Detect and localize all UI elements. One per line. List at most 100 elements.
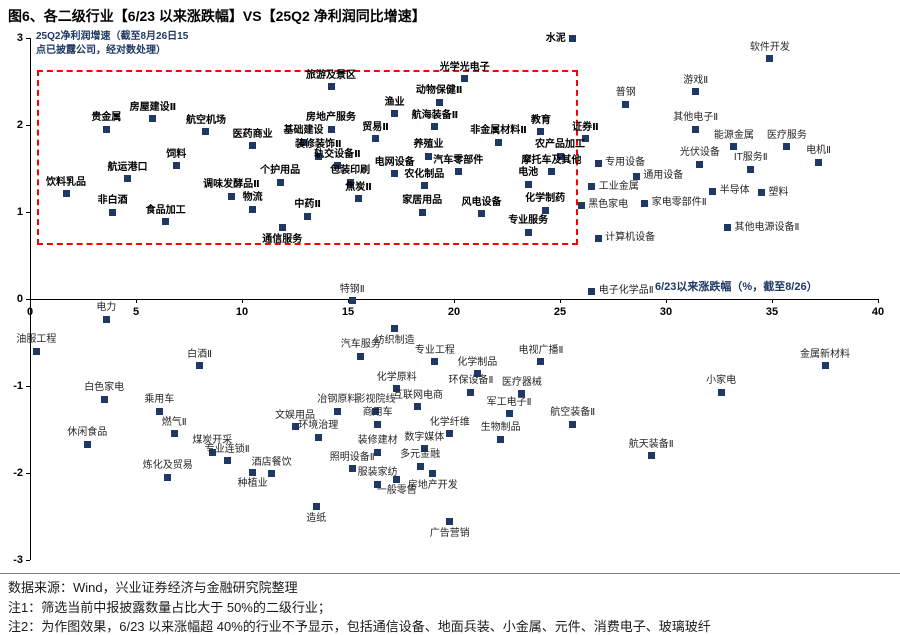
data-point-marker [821, 362, 829, 370]
data-point-label: 黑色家电 [588, 199, 629, 211]
data-point-label: 其他电子Ⅱ [673, 112, 719, 124]
y-tick-label: -1 [13, 380, 23, 392]
data-point-label: 休闲食品 [67, 427, 108, 439]
data-point-label: 环保设备Ⅱ [448, 375, 494, 387]
data-point-label: 物流 [242, 192, 263, 204]
data-point-label: 汽车零部件 [433, 154, 484, 166]
data-point-label: 焦炭Ⅱ [345, 181, 372, 193]
data-point-marker [393, 385, 401, 393]
x-tick-mark [30, 299, 31, 303]
data-point-marker [276, 178, 284, 186]
data-point-marker [766, 55, 774, 63]
data-point-label: 专业连锁Ⅱ [204, 443, 250, 455]
data-point-label: 家电零部件Ⅱ [651, 197, 707, 209]
data-point-marker [249, 142, 257, 150]
data-point-label: 多元金融 [400, 449, 441, 461]
data-point-label: 其他电源设备Ⅱ [734, 221, 800, 233]
data-point-label: 汽车服务 [340, 339, 381, 351]
data-point-marker [32, 347, 40, 355]
data-point-label: 造纸 [306, 512, 327, 524]
data-point-marker [446, 430, 454, 438]
y-tick-mark [26, 386, 30, 387]
data-point-label: 一般零售 [376, 485, 417, 497]
data-point-marker [537, 128, 545, 136]
data-point-label: 计算机设备 [605, 232, 656, 244]
data-point-marker [541, 206, 549, 214]
data-point-label: 航海装备Ⅱ [411, 109, 459, 121]
data-point-label: 调味发酵品Ⅱ [203, 179, 260, 191]
x-tick-mark [348, 299, 349, 303]
data-point-label: 冶钢原料 [317, 394, 358, 406]
data-point-marker [594, 159, 602, 167]
data-point-marker [548, 168, 556, 176]
data-point-label: 能源金属 [713, 129, 754, 141]
data-point-marker [374, 448, 382, 456]
data-point-marker [249, 205, 257, 213]
x-tick-label: 15 [341, 306, 355, 318]
data-point-label: 普钢 [615, 87, 636, 99]
data-point-marker [62, 190, 70, 198]
data-point-marker [327, 125, 335, 133]
y-axis-title: 25Q2净利润增速（截至8月26日15 点已披露公司，经对数处理） [36, 30, 226, 58]
data-point-label: 农化制品 [404, 168, 445, 180]
data-point-label: 化学纤维 [429, 416, 470, 428]
data-point-label: 基础建设 [283, 125, 324, 137]
data-point-label: 专业服务 [508, 215, 549, 226]
data-point-marker [757, 189, 765, 197]
data-point-marker [588, 287, 596, 295]
y-tick-mark [26, 38, 30, 39]
data-point-label: 医疗器械 [501, 376, 542, 388]
data-point-marker [505, 410, 513, 418]
data-point-label: 房地产开发 [407, 479, 458, 491]
x-tick-mark [878, 299, 879, 303]
data-point-marker [431, 358, 439, 366]
data-point-marker [431, 123, 439, 131]
data-point-label: 油服工程 [16, 334, 57, 346]
data-point-marker [149, 115, 157, 123]
data-point-marker [291, 423, 299, 431]
data-point-label: 燃气Ⅱ [161, 416, 187, 428]
data-point-marker [454, 168, 462, 176]
footnotes: 数据来源：Wind，兴业证券经济与金融研究院整理 注1：筛选当前中报披露数量占比… [0, 573, 900, 635]
data-point-marker [461, 75, 469, 83]
y-tick-label: 0 [16, 293, 23, 305]
y-tick-mark [26, 473, 30, 474]
data-point-label: 贵金属 [91, 112, 122, 124]
data-point-label: 酒店餐饮 [251, 456, 292, 468]
y-tick-mark [26, 560, 30, 561]
data-point-label: 水泥 [545, 32, 566, 44]
data-point-marker [641, 199, 649, 207]
y-tick-mark [26, 125, 30, 126]
data-point-label: 种植业 [237, 478, 268, 490]
data-point-label: 专用设备 [605, 157, 646, 169]
x-tick-label: 0 [26, 306, 34, 318]
data-point-label: 航空装备Ⅱ [550, 407, 596, 419]
data-point-label: 医药商业 [232, 128, 273, 140]
data-point-marker [162, 218, 170, 226]
highlight-box [37, 70, 578, 246]
data-point-marker [435, 98, 443, 106]
data-point-label: 化学原料 [376, 371, 417, 383]
x-tick-mark [560, 299, 561, 303]
data-point-marker [692, 125, 700, 133]
y-tick-mark [26, 212, 30, 213]
data-point-label: 通信服务 [262, 233, 303, 245]
data-point-marker [692, 88, 700, 96]
data-point-label: 摩托车及其他 [521, 154, 582, 166]
y-tick-label: 3 [16, 32, 23, 44]
data-point-label: 影视院线 [355, 394, 396, 406]
data-point-marker [268, 470, 276, 478]
y-tick-label: -3 [13, 554, 23, 566]
y-tick-mark [26, 299, 30, 300]
data-point-marker [537, 358, 545, 366]
data-point-label: 通用设备 [643, 170, 684, 182]
data-point-marker [83, 440, 91, 448]
data-point-label: 动物保健Ⅱ [415, 85, 463, 97]
data-point-marker [569, 35, 577, 43]
data-point-label: 非白酒 [97, 195, 128, 206]
data-point-marker [594, 234, 602, 242]
data-point-marker [478, 210, 486, 218]
data-point-label: 乘用车 [144, 394, 175, 406]
data-point-marker [172, 162, 180, 170]
data-point-marker [420, 182, 428, 190]
